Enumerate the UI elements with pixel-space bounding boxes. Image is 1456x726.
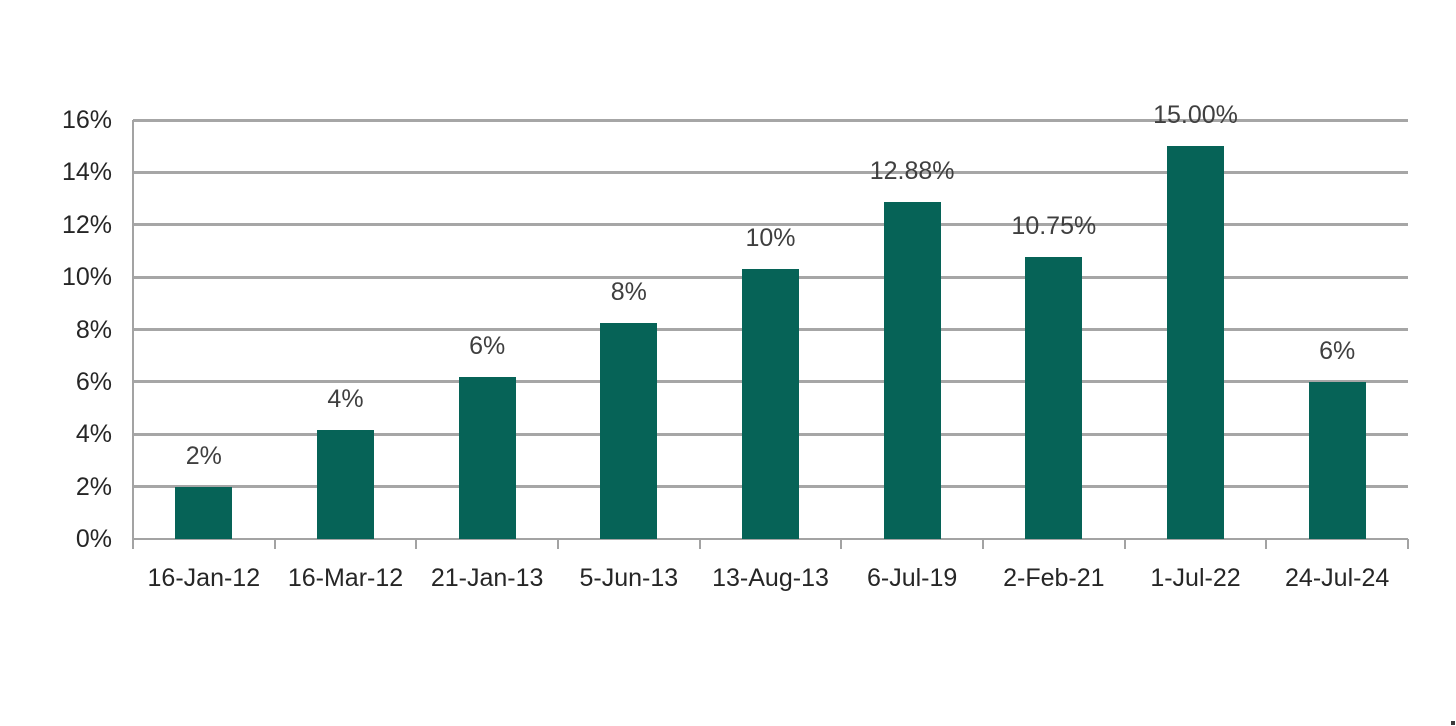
x-axis-tick-label: 1-Jul-22 — [1150, 564, 1241, 592]
y-axis-tick-label: 4% — [75, 420, 112, 449]
bar — [1308, 381, 1366, 539]
bar-value-label: 4% — [327, 385, 364, 414]
y-axis-tick-label: 16% — [61, 106, 112, 134]
y-axis-line — [132, 120, 134, 549]
y-axis-tick-label: 6% — [75, 367, 112, 396]
y-axis-tick-label: 12% — [61, 210, 112, 239]
x-axis-tick-mark — [132, 539, 134, 549]
x-axis-tick-mark — [840, 539, 843, 549]
bar-value-label: 15.00% — [1153, 101, 1238, 130]
x-axis-tick-label: 16-Jan-12 — [147, 564, 261, 592]
y-axis-tick-label: 2% — [75, 472, 112, 501]
x-axis-tick-label: 5-Jun-13 — [579, 564, 679, 592]
x-axis-tick-mark — [1265, 539, 1268, 549]
x-axis-tick-label: 21-Jan-13 — [430, 564, 544, 592]
y-axis-tick-label: 10% — [61, 263, 112, 292]
gridline — [133, 170, 1408, 174]
bar — [1025, 257, 1083, 539]
bar — [742, 269, 799, 539]
y-axis-tick-label: 8% — [75, 315, 112, 344]
x-axis-tick-mark — [698, 539, 701, 549]
x-axis-tick-label: 16-Mar-12 — [287, 564, 404, 592]
x-axis-line — [133, 538, 1408, 540]
x-axis-tick-label: 24-Jul-24 — [1285, 564, 1390, 592]
x-axis-tick-mark — [273, 539, 276, 549]
bar — [883, 201, 941, 539]
bar — [1167, 146, 1224, 539]
x-axis-tick-label: 2-Feb-21 — [1003, 564, 1105, 592]
bar-value-label: 6% — [1319, 336, 1356, 365]
gridline — [133, 118, 1408, 122]
bar-value-label: 10% — [745, 224, 796, 253]
bar-value-label: 8% — [610, 277, 647, 306]
x-axis-tick-mark — [415, 539, 418, 549]
x-axis-tick-label: 6-Jul-19 — [866, 564, 958, 592]
bar — [458, 376, 516, 539]
x-axis-tick-mark — [1407, 539, 1409, 549]
y-axis-tick-label: 0% — [75, 525, 112, 553]
x-axis-tick-mark — [1123, 539, 1126, 549]
bar — [600, 322, 658, 539]
x-axis-tick-mark — [982, 539, 984, 549]
x-axis-tick-mark — [557, 539, 559, 549]
gridline — [133, 223, 1408, 227]
bar-value-label: 2% — [185, 441, 222, 470]
bar — [317, 430, 374, 539]
bar-value-label: 12.88% — [869, 156, 955, 185]
bar-value-label: 10.75% — [1011, 212, 1097, 241]
bar — [175, 486, 233, 539]
screenshot-artifact-dot — [1451, 721, 1455, 725]
bar-value-label: 6% — [469, 331, 506, 360]
x-axis-tick-label: 13-Aug-13 — [712, 564, 829, 592]
y-axis-tick-label: 14% — [61, 158, 112, 187]
